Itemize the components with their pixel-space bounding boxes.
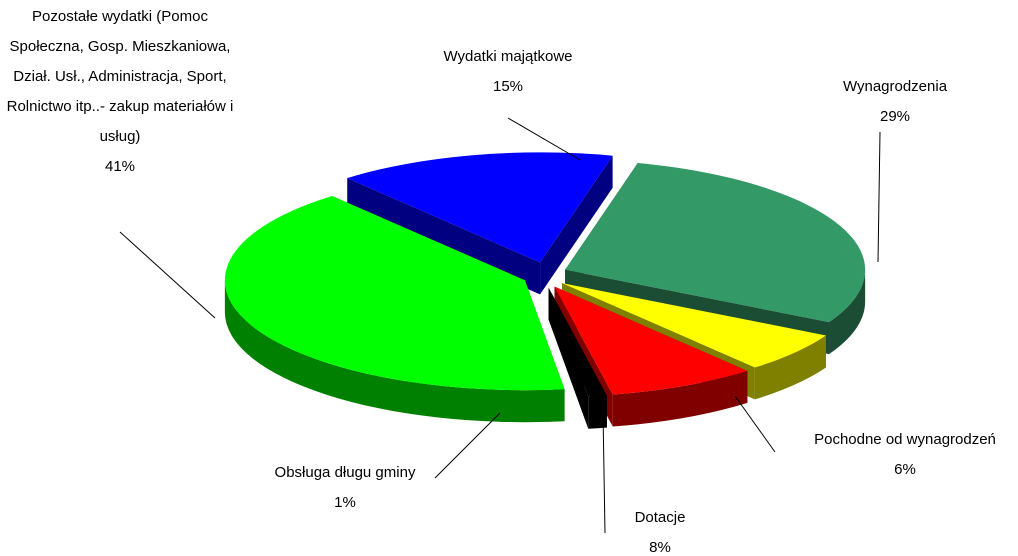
category-label: Pozostałe wydatki (Pomoc Społeczna, Gosp… [6,8,234,145]
slice-label: Wydatki majątkowe 15% [408,42,608,102]
slice-side [612,370,748,427]
pie-slice [224,195,565,391]
pie-slice [554,286,748,395]
slice-side [754,335,826,400]
percent-label: 29% [879,108,911,125]
percent-label: 41% [104,158,136,175]
category-label: Wydatki majątkowe [443,48,573,65]
leader-line [734,395,776,453]
slice-label: Obsługa długu gminy 1% [245,458,445,518]
percent-label: 1% [334,494,356,511]
leader-line [877,131,881,263]
slice-cut-face [540,155,613,295]
slice-side [588,395,607,429]
slice-side [224,280,565,423]
percent-label: 15% [492,78,524,95]
category-label: Dotacje [634,509,686,526]
category-label: Pochodne od wynagrodzeń [814,431,996,448]
slice-side [829,269,866,355]
slice-cut-face [548,287,589,429]
pie-slice [548,287,607,397]
slice-tops [224,152,866,397]
slice-label: Pozostałe wydatki (Pomoc Społeczna, Gosp… [0,2,245,182]
slice-label: Pochodne od wynagrodzeń 6% [785,425,1018,485]
slice-label: Dotacje 8% [600,503,720,556]
pie-slice [565,163,866,323]
slice-label: Wynagrodzenia 29% [795,72,995,132]
leader-line [434,412,501,479]
leader-line [507,117,581,161]
pie-slice [562,283,826,368]
percent-label: 8% [649,539,671,556]
leader-line [119,231,216,319]
pie-slice [347,152,613,263]
leader-line [602,411,606,534]
category-label: Obsługa długu gminy [274,464,416,481]
slice-cut-face [347,178,541,295]
percent-label: 6% [894,461,916,478]
category-label: Wynagrodzenia [842,78,948,95]
